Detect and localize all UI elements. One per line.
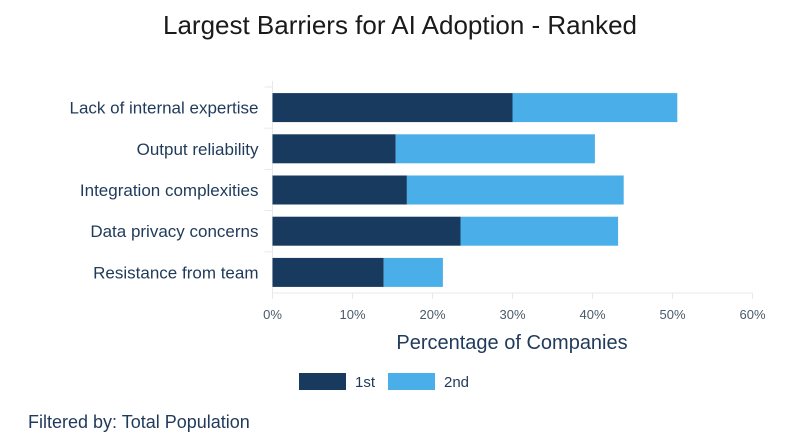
category-label: Resistance from team <box>93 263 258 282</box>
legend-item-2nd: 2nd <box>388 373 469 391</box>
x-tick-label: 40% <box>579 307 605 322</box>
legend-swatch <box>299 373 346 390</box>
category-label: Output reliability <box>137 140 259 159</box>
legend-swatch <box>388 373 435 390</box>
x-tick-label: 60% <box>739 307 765 322</box>
x-axis: 0% 10% 20% 30% 40% 50% 60% <box>263 292 766 322</box>
bar-first <box>272 257 384 287</box>
category-label: Lack of internal expertise <box>70 99 259 118</box>
x-axis-title: Percentage of Companies <box>396 332 627 354</box>
bar-first <box>272 93 513 123</box>
legend-item-1st: 1st <box>299 373 376 391</box>
bar-second <box>460 216 619 246</box>
legend-label: 2nd <box>444 374 469 391</box>
y-axis: Lack of internal expertise Output reliabi… <box>70 81 273 293</box>
category-label: Integration complexities <box>80 181 259 200</box>
bar-first <box>272 216 461 246</box>
legend-label: 1st <box>355 374 376 391</box>
bar-second <box>383 257 443 287</box>
bar-second <box>395 134 595 164</box>
filter-note: Filtered by: Total Population <box>28 412 250 432</box>
chart-title: Largest Barriers for AI Adoption - Ranke… <box>162 10 638 40</box>
x-tick-label: 20% <box>419 307 445 322</box>
bar-first <box>272 175 407 205</box>
x-tick-label: 50% <box>659 307 685 322</box>
x-tick-label: 10% <box>339 307 365 322</box>
bar-second <box>406 175 624 205</box>
bar-first <box>272 134 396 164</box>
x-tick-label: 0% <box>263 307 282 322</box>
bars <box>272 93 678 287</box>
bar-second <box>512 93 678 123</box>
category-label: Data privacy concerns <box>90 222 258 241</box>
legend: 1st 2nd <box>299 373 469 391</box>
x-tick-label: 30% <box>499 307 525 322</box>
